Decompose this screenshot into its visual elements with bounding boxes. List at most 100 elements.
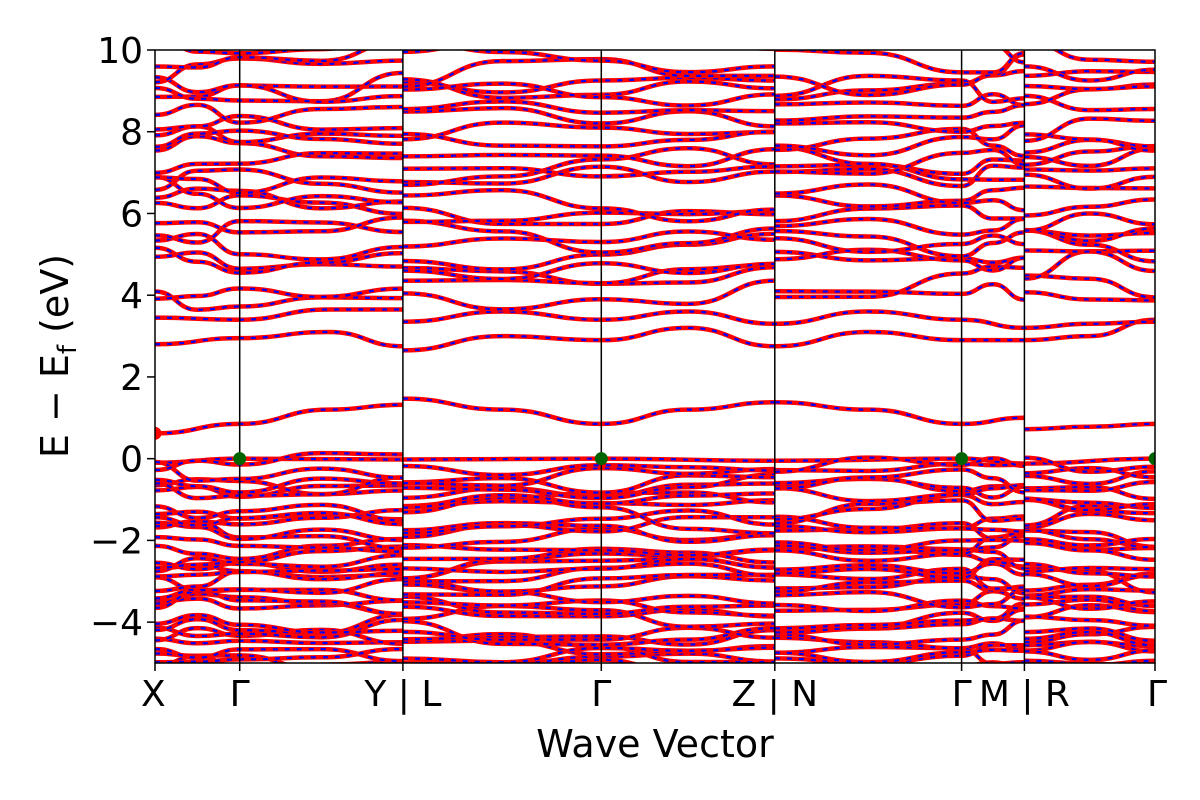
- band-line-dashed: [155, 125, 403, 144]
- y-axis-ticks: −4 −2 0 2 4 6 8 10: [90, 31, 155, 644]
- band-line-dashed: [1024, 480, 1155, 492]
- band-line-dashed: [155, 476, 403, 500]
- band-line-dashed: [402, 189, 775, 223]
- band-line-dashed: [402, 573, 775, 596]
- band-line-dashed: [155, 251, 403, 270]
- band-line-dashed: [402, 148, 775, 168]
- band-edge-marker: [155, 426, 162, 440]
- band-line-dashed: [1054, 50, 1155, 63]
- band-line-dashed: [155, 129, 403, 148]
- band-line-dashed: [1024, 291, 1155, 302]
- band-line-dashed: [155, 114, 403, 131]
- band-line-dashed: [155, 521, 403, 542]
- band-line: [1024, 658, 1120, 663]
- band-line-dashed: [1024, 198, 1155, 217]
- band-line-dashed: [1024, 540, 1155, 551]
- band-line-dashed: [402, 121, 775, 141]
- band-line-dashed: [155, 287, 403, 300]
- band-line-dashed: [1024, 486, 1155, 500]
- y-tick-label: 10: [97, 31, 143, 72]
- band-line-dashed: [1024, 649, 1155, 661]
- band-line-dashed: [402, 78, 775, 99]
- band-line: [1052, 50, 1155, 64]
- band-line-dashed: [402, 165, 775, 185]
- band-line: [774, 50, 1025, 75]
- band-line-dashed: [155, 647, 403, 663]
- y-tick-label: −2: [90, 521, 143, 562]
- band-line-dashed: [1024, 566, 1155, 573]
- band-line-dashed: [402, 262, 775, 281]
- band-line: [1024, 32, 1155, 48]
- band-line-dashed: [774, 50, 1025, 74]
- band-line-dashed: [402, 106, 775, 128]
- band-line-dashed: [402, 76, 775, 94]
- y-tick-label: 2: [120, 358, 143, 399]
- band-line-dashed: [1024, 627, 1155, 642]
- x-tick-label: M | R: [979, 674, 1070, 715]
- band-line: [402, 309, 1155, 331]
- plot-frame: [154, 49, 1156, 664]
- x-tick-label: Γ: [1147, 674, 1167, 715]
- band-line-dashed: [1024, 562, 1155, 578]
- band-line-dashed: [1024, 625, 1155, 644]
- x-tick-label: Z | N: [731, 674, 818, 715]
- band-line-dashed: [402, 626, 775, 641]
- band-line-dashed: [1024, 249, 1155, 273]
- band-line-dashed: [774, 562, 1025, 576]
- band-line-dashed: [774, 229, 1025, 258]
- band-line-dashed: [155, 588, 403, 616]
- y-axis-label-subscript: f: [53, 344, 83, 354]
- band-line-dashed: [155, 176, 403, 194]
- band-line-dashed: [1024, 94, 1155, 112]
- high-symmetry-lines: [238, 50, 1026, 663]
- band-line-dashed: [155, 613, 403, 635]
- band-line-dashed: [155, 152, 403, 174]
- band-line-dashed: [1024, 640, 1155, 652]
- band-line-dashed: [774, 145, 1025, 181]
- band-edge-marker: [1148, 452, 1155, 466]
- band-line-dashed: [402, 82, 775, 107]
- band-line-dashed: [155, 477, 403, 494]
- band-line-dashed: [155, 216, 403, 234]
- band-line-dashed: [1024, 84, 1155, 91]
- y-tick-label: 0: [120, 440, 143, 481]
- band-line-dashed: [402, 219, 775, 254]
- band-line-dashed: [402, 492, 775, 509]
- band-line: [155, 402, 403, 436]
- band-line-dashed: [155, 71, 403, 103]
- band-line: [774, 647, 1025, 663]
- band-line-dashed: [402, 543, 775, 557]
- band-line: [1024, 248, 1155, 281]
- band-line-dashed: [1024, 147, 1155, 167]
- x-axis-label: Wave Vector: [536, 722, 774, 766]
- band-line-dashed: [774, 477, 1025, 499]
- band-line: [402, 317, 1155, 353]
- band-line-dashed: [155, 452, 403, 472]
- band-line-dashed: [774, 401, 1025, 426]
- band-line-dashed: [1114, 659, 1155, 663]
- band-line-dashed: [1024, 497, 1155, 512]
- band-line-dashed: [1024, 541, 1155, 561]
- band-line-dashed: [402, 57, 775, 88]
- band-line-dashed: [402, 473, 775, 500]
- band-line-dashed: [1024, 185, 1155, 190]
- band-line-dashed: [774, 493, 1025, 521]
- band-line-dashed: [774, 515, 1025, 533]
- band-line-dashed: [774, 124, 1025, 157]
- band-edge-marker: [233, 452, 247, 466]
- band-line-dashed: [402, 646, 775, 663]
- band-line-dashed: [155, 592, 403, 616]
- band-line-dashed: [1024, 422, 1155, 431]
- band-line-dashed: [402, 557, 775, 574]
- x-tick-label: X: [141, 674, 166, 715]
- band-line-dashed: [155, 576, 403, 594]
- x-tick-label: Γ: [591, 674, 611, 715]
- band-line-dashed: [155, 614, 403, 634]
- band-line-dashed: [1024, 467, 1155, 479]
- band-line-dashed: [774, 499, 1025, 525]
- band-line-dashed: [774, 93, 1025, 107]
- band-line: [182, 50, 338, 56]
- y-tick-label: 4: [120, 276, 143, 317]
- band-line: [155, 646, 403, 663]
